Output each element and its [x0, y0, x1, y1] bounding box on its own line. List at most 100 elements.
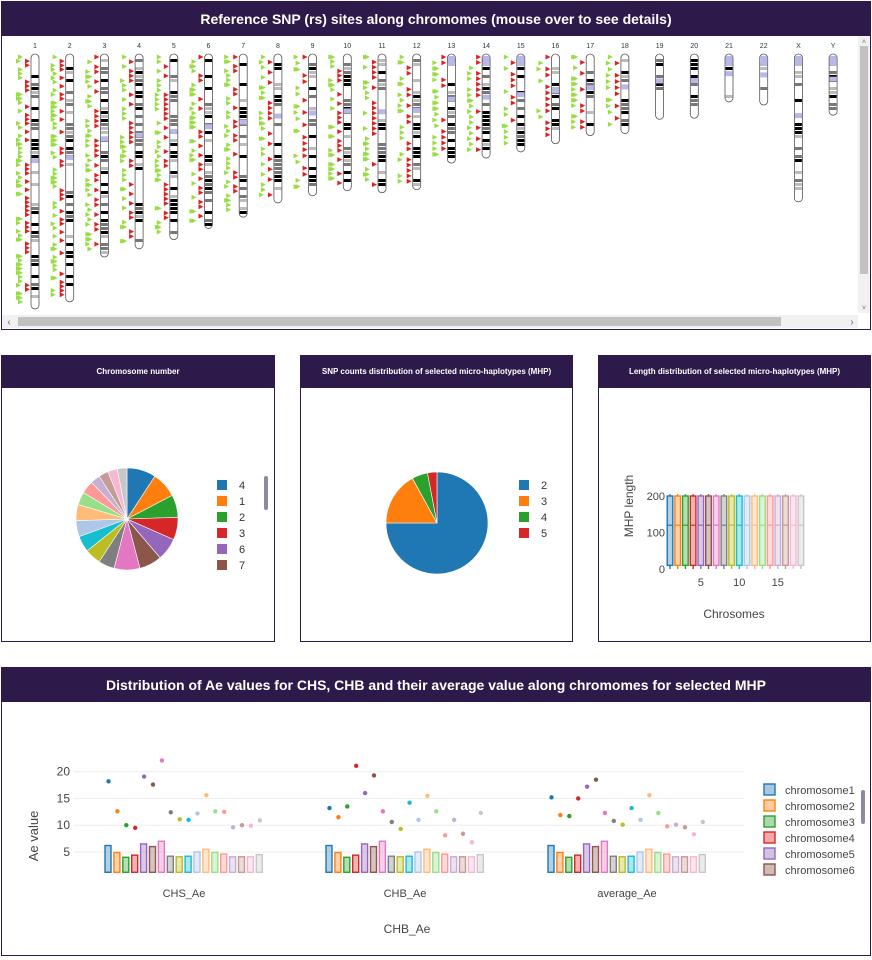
legend-label: chromosome4: [785, 833, 855, 845]
ae-box-chart[interactable]: 5 10 15 20 Ae value CHB_Ae CHS_Ae CHB_Ae average…: [2, 702, 870, 955]
chromosome-band: [205, 115, 212, 118]
snp-marker: [129, 130, 135, 136]
snp-marker: [267, 105, 273, 111]
ae-panel: Distribution of Ae values for CHS, CHB a…: [1, 667, 871, 956]
snp-marker: [18, 100, 23, 106]
chromosome-band: [135, 155, 143, 158]
snp-marker: [605, 60, 611, 66]
snp-marker: [52, 200, 58, 206]
snp-marker: [580, 103, 586, 109]
snp-marker: [94, 177, 100, 183]
chromosome-band: [794, 135, 802, 138]
snp-marker: [226, 77, 232, 83]
legend-label: 2: [239, 512, 245, 524]
chromosome-band: [413, 127, 421, 130]
ae-box-body: [432, 851, 440, 873]
snp-marker: [156, 139, 162, 145]
snp-marker: [372, 125, 377, 131]
snp-marker: [476, 108, 482, 114]
snp-marker: [25, 170, 30, 176]
legend-label: 5: [541, 528, 547, 540]
ideogram-chart[interactable]: 1 2 3 4 5 6 7 8 9 10 11 12 13 14 15 16 17 18 19 20 21 22 X Y˄˅‹…: [2, 36, 870, 329]
snp-marker: [328, 54, 334, 60]
snp-marker: [295, 177, 301, 183]
pie-slice: [385, 471, 489, 575]
chromosome-band: [378, 63, 386, 66]
chromosome-pie-chart[interactable]: 4 1 2 3 6 7: [2, 388, 274, 641]
snp-marker: [94, 79, 100, 85]
legend-label: 1: [239, 496, 245, 508]
chromosome-band: [690, 103, 698, 106]
snp-marker: [258, 115, 264, 121]
snp-count-pie-chart[interactable]: 2 3 4 5: [301, 388, 572, 641]
chromosome-band: [794, 171, 802, 174]
ae-box-body: [325, 844, 333, 873]
chromosome-band: [100, 235, 108, 238]
length-box-chart[interactable]: 0 100 200 5 10 15 MHP length Chrosomes: [599, 388, 870, 641]
ae-box-mark: [671, 822, 680, 873]
chromosome-ideogram: [551, 53, 560, 145]
satellite-region: [447, 56, 455, 66]
snp-marker: [198, 96, 204, 102]
snp-marker: [25, 208, 30, 214]
chromosome-band: [66, 71, 74, 74]
ae-box-body: [627, 855, 635, 873]
legend-swatch: [519, 480, 529, 490]
chromosome-band: [205, 107, 212, 110]
snp-marker: [372, 64, 377, 70]
centromere: [656, 78, 664, 84]
snp-marker: [224, 68, 230, 74]
snp-marker: [571, 103, 577, 109]
chromosome-band: [343, 71, 351, 74]
snp-marker: [129, 233, 135, 239]
chromosome-body: [342, 53, 352, 192]
chromosome-band: [205, 75, 212, 78]
snp-marker: [434, 94, 440, 100]
ae-box-body: [211, 851, 219, 873]
chromosome-band: [66, 243, 74, 246]
snp-marker: [233, 170, 239, 176]
ae-box-mark: [334, 814, 342, 873]
snp-marker: [94, 113, 100, 119]
snp-marker: [156, 120, 162, 126]
chromosome-band: [274, 95, 282, 98]
chromosome-band: [66, 103, 74, 106]
chromosome-label: 20: [690, 43, 698, 50]
chromosome-band: [31, 155, 39, 158]
chromosome-band: [239, 179, 247, 182]
snp-marker: [469, 119, 475, 125]
box-mark: [781, 494, 789, 569]
snp-marker: [52, 263, 58, 268]
snp-marker: [25, 79, 30, 85]
snp-marker: [476, 76, 482, 82]
snp-marker: [260, 90, 266, 96]
ae-box-body: [148, 845, 157, 873]
snp-marker: [372, 85, 377, 91]
snp-marker: [337, 157, 343, 163]
chromosome-band: [794, 71, 802, 74]
snp-marker: [233, 151, 239, 157]
snp-marker: [614, 79, 620, 85]
chromosome-band: [274, 67, 282, 70]
chromosome-band: [66, 151, 74, 154]
snp-marker: [50, 221, 56, 227]
chromosome-band: [170, 75, 178, 78]
chromosome-band: [760, 67, 768, 70]
pie-slice: [385, 477, 438, 524]
chromosome-band: [621, 99, 629, 102]
chromosome-band: [170, 79, 178, 82]
snp-marker: [156, 59, 162, 65]
chromosome-band: [66, 163, 74, 166]
snp-marker: [302, 54, 308, 60]
chromosome-band: [447, 91, 455, 94]
chromosome-label: 16: [552, 43, 560, 50]
chromosome-band: [239, 211, 247, 214]
ae-box-mark: [104, 779, 112, 873]
chromosome-band: [413, 155, 421, 158]
chromosome-band: [343, 151, 351, 154]
ae-outlier-point: [230, 825, 236, 830]
snp-marker: [510, 117, 516, 123]
snp-marker: [233, 174, 239, 180]
chromosome-band: [205, 179, 212, 182]
snp-marker: [163, 63, 169, 69]
